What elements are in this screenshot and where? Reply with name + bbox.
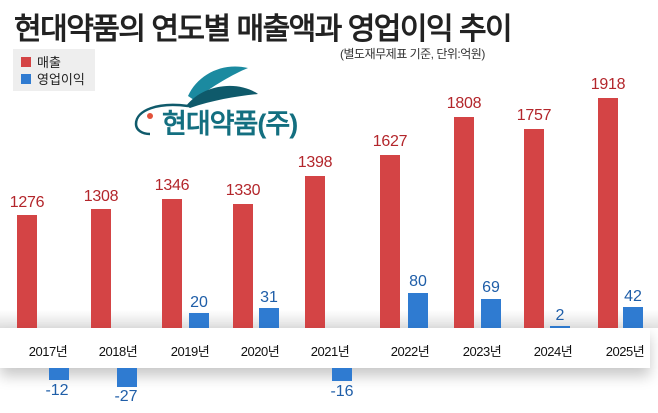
profit-label-2021: -16	[330, 383, 354, 400]
x-tick-2022: 2022년	[390, 344, 430, 359]
sales-label-2020: 1330	[225, 182, 261, 199]
x-tick-2023: 2023년	[462, 344, 502, 359]
sales-label-2025: 1918	[590, 76, 626, 93]
sales-label-2022: 1627	[372, 133, 408, 150]
sales-bar-2022	[380, 155, 400, 328]
x-tick-2021: 2021년	[310, 344, 350, 359]
profit-label-2017: -12	[45, 382, 69, 399]
profit-label-2022: 80	[409, 273, 427, 290]
profit-bar-2020	[259, 308, 279, 328]
sales-label-2018: 1308	[83, 188, 119, 205]
chart-subtitle: (별도재무제표 기준, 단위:억원)	[340, 47, 485, 61]
logo-text: 현대약품(주)	[162, 109, 298, 139]
x-tick-2018: 2018년	[98, 344, 138, 359]
sales-label-2017: 1276	[9, 194, 45, 211]
profit-bar-2019	[189, 313, 209, 328]
profit-label-2020: 31	[260, 289, 278, 306]
x-tick-2025: 2025년	[605, 344, 645, 359]
profit-bar-2017	[49, 368, 69, 380]
profit-bar-2024	[550, 326, 570, 328]
sales-bar-2017	[17, 215, 37, 328]
x-tick-2019: 2019년	[170, 344, 210, 359]
x-tick-2024: 2024년	[533, 344, 573, 359]
profit-bar-2021	[332, 368, 352, 381]
profit-bar-2018	[117, 368, 137, 387]
legend-label-sales: 매출	[37, 55, 61, 70]
sales-bar-2021	[305, 176, 325, 328]
x-tick-2020: 2020년	[240, 344, 280, 359]
sales-bar-2023	[454, 117, 474, 328]
profit-bar-2022	[408, 293, 428, 328]
leaf-logo-icon	[134, 66, 258, 136]
sales-bar-2025	[598, 98, 618, 328]
sales-label-2021: 1398	[297, 154, 333, 171]
profit-label-2025: 42	[624, 288, 642, 305]
sales-label-2023: 1808	[446, 95, 482, 112]
sales-bar-2020	[233, 204, 253, 328]
x-axis-band	[0, 328, 650, 368]
x-tick-2017: 2017년	[28, 344, 68, 359]
legend-swatch-profit-icon	[21, 73, 31, 84]
profit-label-2019: 20	[190, 294, 208, 311]
legend-label-operating-profit: 영업이익	[37, 72, 85, 87]
profit-label-2023: 69	[482, 279, 500, 296]
company-logo: 현대약품(주)	[128, 66, 328, 146]
legend-item-sales: 매출	[21, 53, 87, 70]
chart-title: 현대약품의 연도별 매출액과 영업이익 추이	[14, 13, 513, 46]
legend-item-operating-profit: 영업이익	[21, 70, 87, 87]
legend: 매출 영업이익	[13, 49, 95, 91]
legend-swatch-sales-icon	[21, 56, 31, 67]
profit-bar-2023	[481, 299, 501, 328]
sales-bar-2018	[91, 209, 111, 328]
sales-label-2019: 1346	[154, 177, 190, 194]
profit-label-2018: -27	[114, 388, 138, 405]
profit-label-2024: 2	[555, 307, 565, 324]
sales-bar-2019	[162, 199, 182, 328]
profit-bar-2025	[623, 307, 643, 328]
sales-label-2024: 1757	[516, 107, 552, 124]
sales-bar-2024	[524, 129, 544, 328]
